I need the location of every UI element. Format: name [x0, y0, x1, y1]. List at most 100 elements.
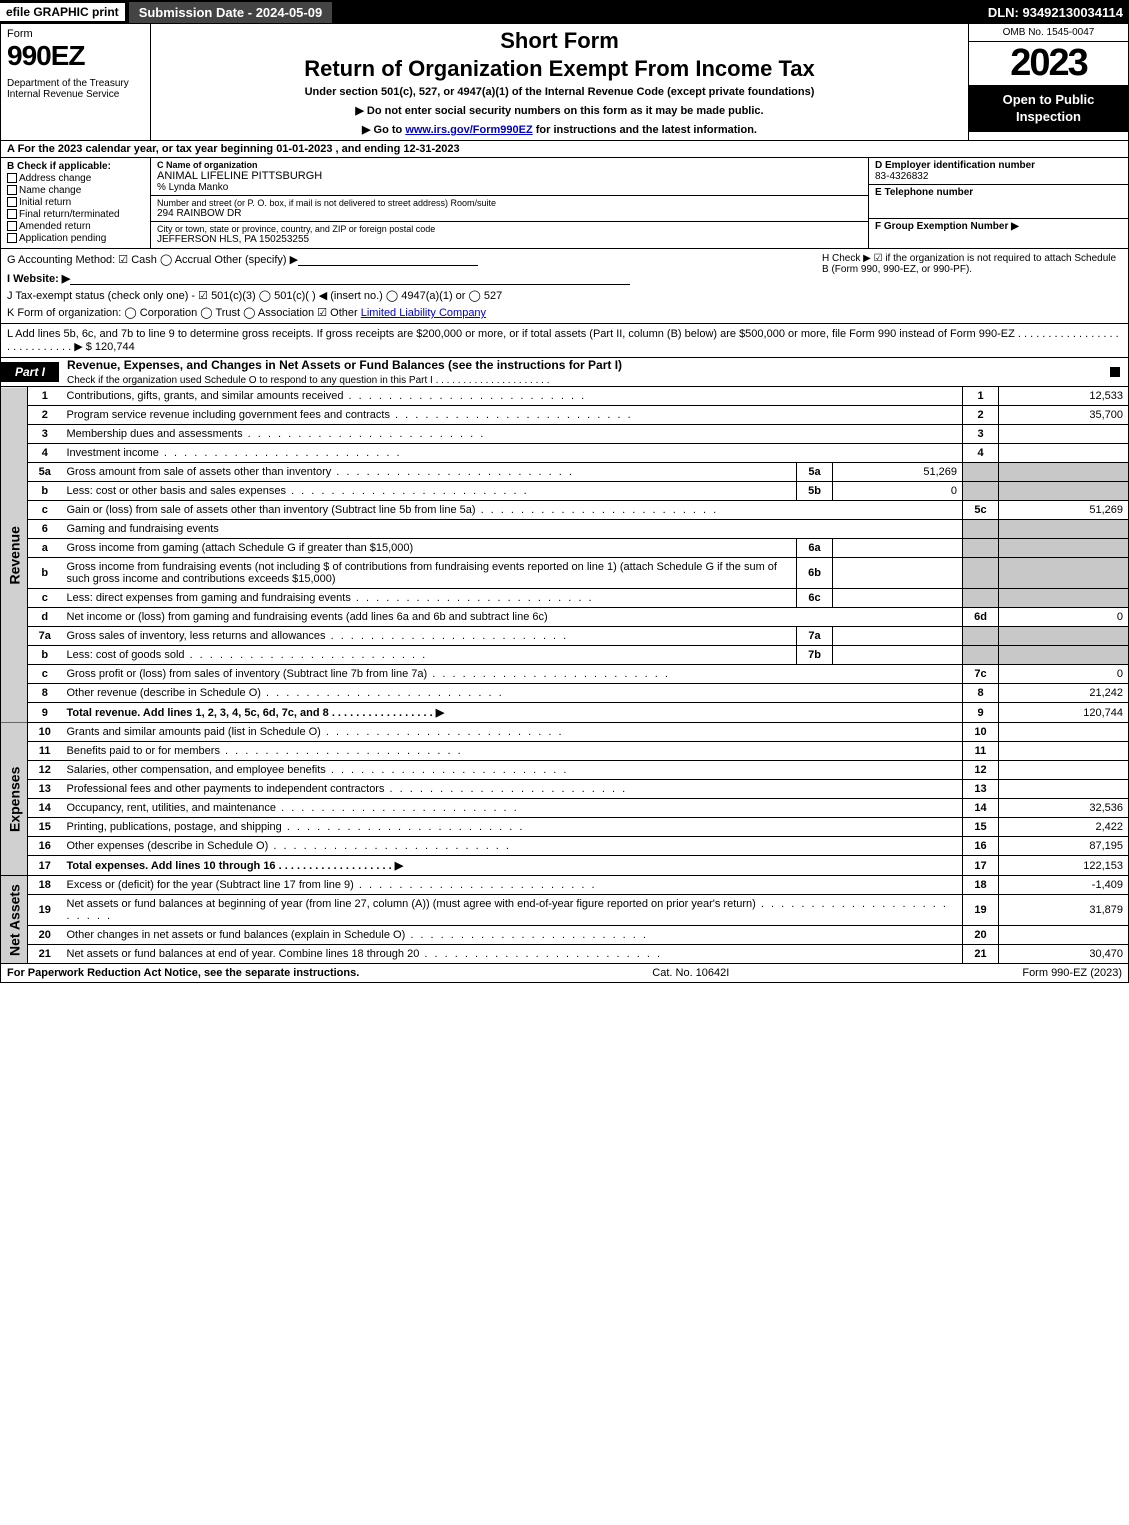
omb-number: OMB No. 1545-0047 [969, 24, 1128, 42]
line-7c-rn: 7c [963, 665, 999, 684]
line-7a-desc: Gross sales of inventory, less returns a… [67, 630, 569, 642]
line-6c-sn: 6c [797, 589, 833, 608]
check-final-return[interactable]: Final return/terminated [7, 209, 144, 220]
line-17-val: 122,153 [999, 856, 1129, 876]
line-19-num: 19 [28, 895, 62, 926]
netassets-side-label: Net Assets [1, 876, 28, 964]
line-17-rn: 17 [963, 856, 999, 876]
line-11-val [999, 742, 1129, 761]
line-14-rn: 14 [963, 799, 999, 818]
org-name: ANIMAL LIFELINE PITTSBURGH [157, 170, 862, 182]
sections-g-to-k: G Accounting Method: ☑ Cash ◯ Accrual Ot… [0, 249, 1129, 324]
line-5a-sv: 51,269 [833, 463, 963, 482]
line-3-val [999, 425, 1129, 444]
line-11-rn: 11 [963, 742, 999, 761]
part-1-checkbox[interactable] [1110, 366, 1128, 378]
header-center: Short Form Return of Organization Exempt… [151, 24, 968, 140]
line-5a-desc: Gross amount from sale of assets other t… [67, 466, 574, 478]
line-7a-sn: 7a [797, 627, 833, 646]
line-12-desc: Salaries, other compensation, and employ… [67, 764, 569, 776]
line-6-desc: Gaming and fundraising events [62, 520, 963, 539]
line-5b-sn: 5b [797, 482, 833, 501]
line-9-num: 9 [28, 703, 62, 723]
part-1-tab: Part I [1, 362, 59, 382]
dept-label: Department of the Treasury Internal Reve… [7, 78, 144, 100]
efile-label[interactable]: efile GRAPHIC print [0, 3, 125, 21]
check-address-change[interactable]: Address change [7, 173, 144, 184]
line-1-desc: Contributions, gifts, grants, and simila… [67, 390, 587, 402]
line-7b-num: b [28, 646, 62, 665]
line-16-val: 87,195 [999, 837, 1129, 856]
line-1-num: 1 [28, 387, 62, 406]
footer-left: For Paperwork Reduction Act Notice, see … [7, 967, 359, 979]
form-header: Form 990EZ Department of the Treasury In… [0, 24, 1129, 141]
irs-link[interactable]: www.irs.gov/Form990EZ [405, 124, 532, 136]
website-blank[interactable] [70, 273, 630, 285]
line-6-rv-shaded [999, 520, 1129, 539]
line-7b-sv [833, 646, 963, 665]
line-10-num: 10 [28, 723, 62, 742]
line-6c-rn-shaded [963, 589, 999, 608]
line-4-num: 4 [28, 444, 62, 463]
line-18-desc: Excess or (deficit) for the year (Subtra… [67, 879, 597, 891]
part-1-title: Revenue, Expenses, and Changes in Net As… [59, 358, 1110, 386]
submission-date: Submission Date - 2024-05-09 [129, 2, 333, 23]
line-16-rn: 16 [963, 837, 999, 856]
line-15-rn: 15 [963, 818, 999, 837]
city-state-zip: JEFFERSON HLS, PA 150253255 [157, 234, 862, 245]
line-3-rn: 3 [963, 425, 999, 444]
line-7a-rn-shaded [963, 627, 999, 646]
line-5c-num: c [28, 501, 62, 520]
line-13-rn: 13 [963, 780, 999, 799]
line-6a-desc: Gross income from gaming (attach Schedul… [62, 539, 797, 558]
line-1-val: 12,533 [999, 387, 1129, 406]
line-21-num: 21 [28, 945, 62, 964]
line-16-num: 16 [28, 837, 62, 856]
care-of: % Lynda Manko [157, 182, 862, 193]
line-14-num: 14 [28, 799, 62, 818]
line-11-desc: Benefits paid to or for members [67, 745, 463, 757]
footer-right: Form 990-EZ (2023) [1022, 967, 1122, 979]
line-5c-rn: 5c [963, 501, 999, 520]
section-b: B Check if applicable: Address change Na… [1, 158, 151, 248]
line-5b-rn-shaded [963, 482, 999, 501]
arrow-line-1: ▶ Do not enter social security numbers o… [159, 104, 960, 117]
dln-label: DLN: 93492130034114 [988, 5, 1129, 20]
line-7b-rv-shaded [999, 646, 1129, 665]
line-4-val [999, 444, 1129, 463]
line-5b-sv: 0 [833, 482, 963, 501]
part-1-table: Revenue 1 Contributions, gifts, grants, … [0, 387, 1129, 964]
line-6b-rv-shaded [999, 558, 1129, 589]
line-15-val: 2,422 [999, 818, 1129, 837]
line-8-rn: 8 [963, 684, 999, 703]
line-5a-rn-shaded [963, 463, 999, 482]
footer: For Paperwork Reduction Act Notice, see … [0, 964, 1129, 983]
line-6d-num: d [28, 608, 62, 627]
line-20-rn: 20 [963, 926, 999, 945]
section-c: C Name of organization ANIMAL LIFELINE P… [151, 158, 868, 248]
line-6c-desc: Less: direct expenses from gaming and fu… [67, 592, 594, 604]
line-8-val: 21,242 [999, 684, 1129, 703]
ein-value: 83-4326832 [875, 171, 1122, 182]
line-6a-num: a [28, 539, 62, 558]
k-llc-link[interactable]: Limited Liability Company [361, 307, 486, 319]
line-7c-val: 0 [999, 665, 1129, 684]
line-7b-rn-shaded [963, 646, 999, 665]
d-ein-label: D Employer identification number [875, 160, 1122, 171]
check-amended-return[interactable]: Amended return [7, 221, 144, 232]
check-initial-return[interactable]: Initial return [7, 197, 144, 208]
line-10-desc: Grants and similar amounts paid (list in… [67, 726, 564, 738]
line-7c-desc: Gross profit or (loss) from sales of inv… [67, 668, 670, 680]
line-2-val: 35,700 [999, 406, 1129, 425]
line-9-val: 120,744 [999, 703, 1129, 723]
check-application-pending[interactable]: Application pending [7, 233, 144, 244]
h-schedule-b: H Check ▶ ☑ if the organization is not r… [822, 253, 1122, 275]
arrow2-post: for instructions and the latest informat… [533, 124, 757, 136]
check-name-change[interactable]: Name change [7, 185, 144, 196]
line-21-rn: 21 [963, 945, 999, 964]
other-specify-blank[interactable] [298, 254, 478, 266]
line-12-rn: 12 [963, 761, 999, 780]
line-5c-val: 51,269 [999, 501, 1129, 520]
header-left: Form 990EZ Department of the Treasury In… [1, 24, 151, 140]
revenue-side-label: Revenue [1, 387, 28, 723]
